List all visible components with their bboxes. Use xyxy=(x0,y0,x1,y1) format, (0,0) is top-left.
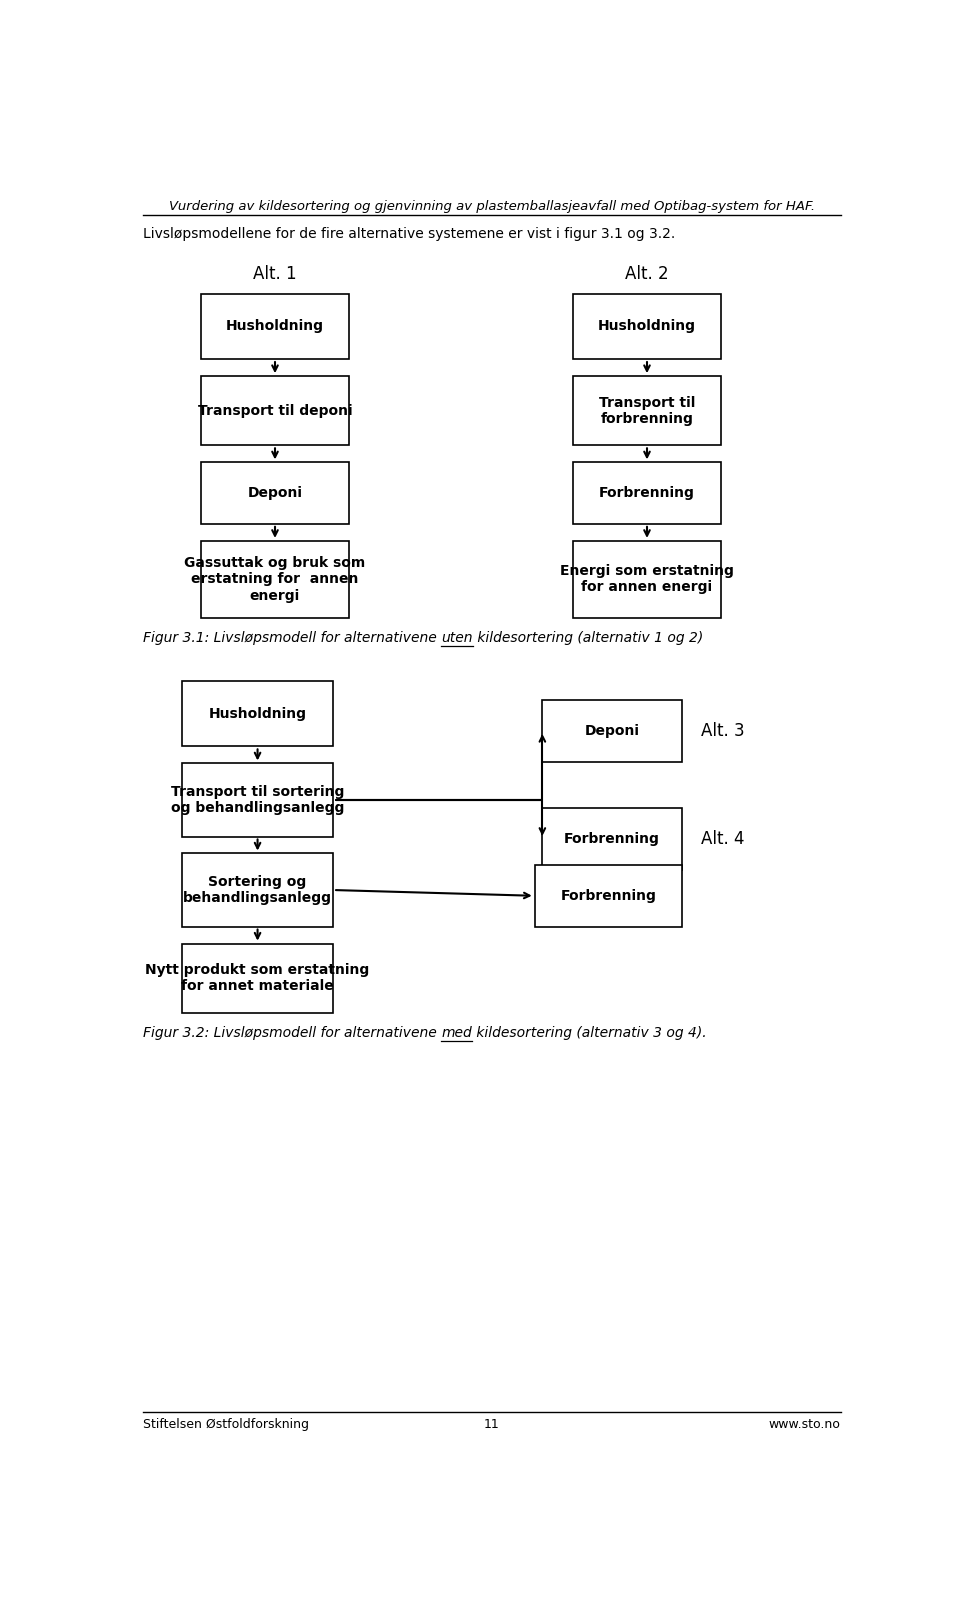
Text: Livsløpsmodellene for de fire alternative systemene er vist i figur 3.1 og 3.2.: Livsløpsmodellene for de fire alternativ… xyxy=(143,226,676,240)
Text: Transport til
forbrenning: Transport til forbrenning xyxy=(599,395,695,426)
Text: Alt. 4: Alt. 4 xyxy=(701,829,745,848)
Text: Stiftelsen Østfoldforskning: Stiftelsen Østfoldforskning xyxy=(143,1418,309,1431)
Text: Alt. 1: Alt. 1 xyxy=(253,266,297,284)
Text: Transport til deponi: Transport til deponi xyxy=(198,403,352,418)
FancyBboxPatch shape xyxy=(542,700,682,761)
Text: uten: uten xyxy=(442,631,473,645)
Text: Vurdering av kildesortering og gjenvinning av plastemballasjeavfall med Optibag-: Vurdering av kildesortering og gjenvinni… xyxy=(169,200,815,213)
Text: Forbrenning: Forbrenning xyxy=(599,486,695,500)
FancyBboxPatch shape xyxy=(182,853,333,926)
Text: www.sto.no: www.sto.no xyxy=(769,1418,841,1431)
Text: Energi som erstatning
for annen energi: Energi som erstatning for annen energi xyxy=(560,565,734,595)
Text: kildesortering (alternativ 1 og 2): kildesortering (alternativ 1 og 2) xyxy=(473,631,703,645)
FancyBboxPatch shape xyxy=(202,463,348,524)
Text: kildesortering (alternativ 3 og 4).: kildesortering (alternativ 3 og 4). xyxy=(472,1026,707,1040)
FancyBboxPatch shape xyxy=(202,294,348,360)
FancyBboxPatch shape xyxy=(202,540,348,618)
Text: Deponi: Deponi xyxy=(585,724,639,739)
Text: med: med xyxy=(442,1026,472,1040)
FancyBboxPatch shape xyxy=(182,763,333,837)
Text: Alt. 3: Alt. 3 xyxy=(701,723,745,740)
FancyBboxPatch shape xyxy=(182,681,333,747)
FancyBboxPatch shape xyxy=(573,294,721,360)
Text: Nytt produkt som erstatning
for annet materiale: Nytt produkt som erstatning for annet ma… xyxy=(145,963,370,994)
FancyBboxPatch shape xyxy=(535,865,682,926)
Text: Transport til sortering
og behandlingsanlegg: Transport til sortering og behandlingsan… xyxy=(171,786,345,815)
FancyBboxPatch shape xyxy=(573,463,721,524)
Text: Husholdning: Husholdning xyxy=(226,319,324,334)
FancyBboxPatch shape xyxy=(573,376,721,445)
Text: Husholdning: Husholdning xyxy=(208,706,306,721)
Text: Forbrenning: Forbrenning xyxy=(561,889,657,903)
Text: Gassuttak og bruk som
erstatning for  annen
energi: Gassuttak og bruk som erstatning for ann… xyxy=(184,556,366,603)
Text: Deponi: Deponi xyxy=(248,486,302,500)
FancyBboxPatch shape xyxy=(182,944,333,1013)
Text: Figur 3.2: Livsløpsmodell for alternativene: Figur 3.2: Livsløpsmodell for alternativ… xyxy=(143,1026,442,1040)
FancyBboxPatch shape xyxy=(542,808,682,869)
Text: Alt. 2: Alt. 2 xyxy=(625,266,669,284)
FancyBboxPatch shape xyxy=(202,376,348,445)
Text: Sortering og
behandlingsanlegg: Sortering og behandlingsanlegg xyxy=(183,874,332,905)
Text: Forbrenning: Forbrenning xyxy=(564,832,660,845)
Text: 11: 11 xyxy=(484,1418,500,1431)
FancyBboxPatch shape xyxy=(573,540,721,618)
Text: Husholdning: Husholdning xyxy=(598,319,696,334)
Text: Figur 3.1: Livsløpsmodell for alternativene: Figur 3.1: Livsløpsmodell for alternativ… xyxy=(143,631,442,645)
